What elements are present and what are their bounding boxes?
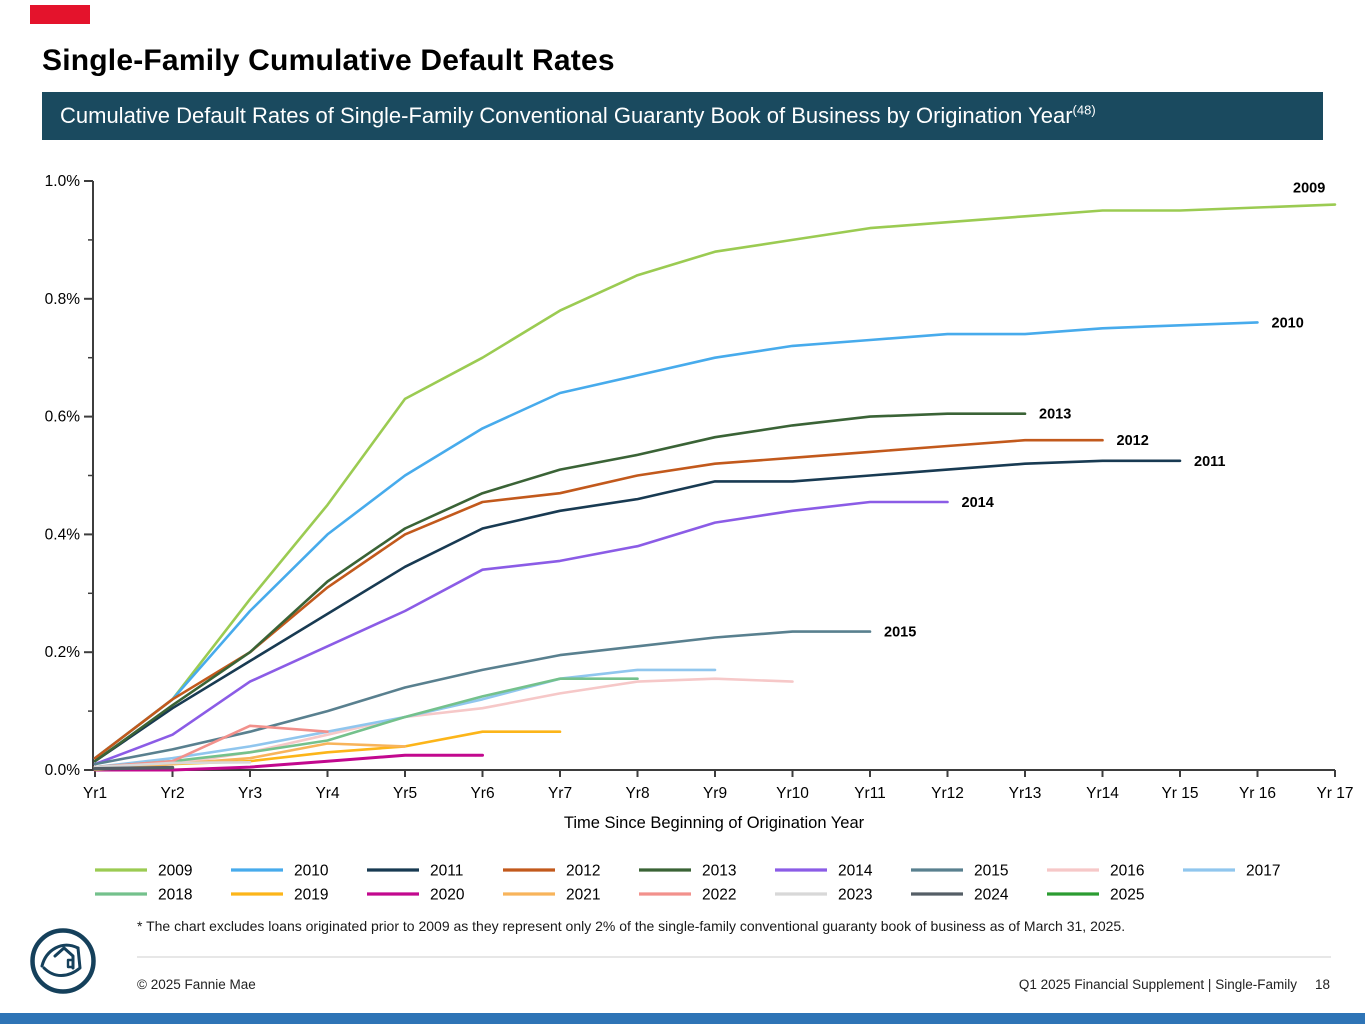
legend-label-2018: 2018 [158,887,192,904]
legend-label-2019: 2019 [294,887,328,904]
legend-item-2013: 2013 [639,863,736,880]
top-left-red-accent [30,5,90,24]
y-tick-label: 0.6% [45,409,81,426]
chart-title-text: Cumulative Default Rates of Single-Famil… [60,103,1096,129]
legend-label-2021: 2021 [566,887,600,904]
legend-item-2022: 2022 [639,887,736,904]
series-line-2023 [93,760,252,769]
series-line-2009 [93,203,1337,760]
x-tick-label: Yr9 [703,785,727,802]
x-tick-label: Yr2 [160,785,184,802]
x-tick-label: Yr4 [315,785,340,802]
legend-item-2024: 2024 [911,887,1009,904]
series-label-2011: 2011 [1194,454,1225,470]
x-tick-label: Yr7 [548,785,572,802]
legend-item-2015: 2015 [911,863,1008,880]
y-tick-label: 0.8% [45,291,81,308]
house-icon [40,943,82,977]
x-tick-label: Yr8 [625,785,649,802]
series-line-2013 [93,412,1027,763]
legend-item-2009: 2009 [95,863,192,880]
legend-label-2016: 2016 [1110,863,1144,880]
legend-item-2020: 2020 [367,887,465,904]
chart-title-main: Cumulative Default Rates of Single-Famil… [60,103,1073,128]
x-axis-title: Time Since Beginning of Origination Year [564,814,865,832]
series-line-2011 [93,459,1182,763]
series-label-2015: 2015 [884,625,916,641]
chart-title-banner: Cumulative Default Rates of Single-Famil… [42,92,1323,140]
copyright-text: © 2025 Fannie Mae [137,977,256,992]
document-title-text: Q1 2025 Financial Supplement | Single-Fa… [1018,977,1297,992]
x-tick-label: Yr5 [393,785,417,802]
legend-label-2022: 2022 [702,887,736,904]
series-line-2016 [93,677,794,769]
legend-label-2009: 2009 [158,863,192,880]
legend-item-2023: 2023 [775,887,872,904]
series-label-2014: 2014 [962,495,994,511]
footer-divider [137,956,1331,958]
x-tick-label: Yr10 [776,785,809,802]
x-tick-label: Yr3 [238,785,262,802]
legend-item-2016: 2016 [1047,863,1144,880]
legend-label-2020: 2020 [430,887,465,904]
legend-label-2012: 2012 [566,863,600,880]
series-label-2010: 2010 [1272,315,1304,331]
y-tick-label: 0.4% [45,526,81,543]
x-tick-label: Yr14 [1086,785,1119,802]
series-line-2018 [93,677,639,769]
page-title: Single-Family Cumulative Default Rates [42,44,615,77]
series-line-2012 [93,438,1104,760]
legend-label-2025: 2025 [1110,887,1144,904]
legend-item-2019: 2019 [231,887,328,904]
x-tick-label: Yr6 [470,785,494,802]
legend-item-2021: 2021 [503,887,600,904]
x-tick-label: Yr 15 [1161,785,1198,802]
series-line-2010 [93,321,1259,760]
y-tick-label: 0.2% [45,644,81,661]
legend-label-2015: 2015 [974,863,1008,880]
legend-item-2017: 2017 [1183,863,1280,880]
legend-label-2024: 2024 [974,887,1009,904]
legend-item-2010: 2010 [231,863,329,880]
x-tick-label: Yr13 [1009,785,1042,802]
x-tick-label: Yr12 [931,785,964,802]
legend-label-2017: 2017 [1246,863,1280,880]
footer-right: Q1 2025 Financial Supplement | Single-Fa… [1019,977,1330,992]
legend-label-2014: 2014 [838,863,873,880]
y-tick-label: 0.0% [45,762,81,779]
series-line-2014 [93,500,949,766]
series-line-2021 [93,742,407,772]
fannie-mae-logo [30,928,96,994]
legend-item-2011: 2011 [367,863,463,880]
legend-label-2010: 2010 [294,863,329,880]
series-label-2013: 2013 [1039,407,1071,423]
x-tick-label: Yr1 [83,785,107,802]
legend-item-2012: 2012 [503,863,600,880]
logo-circle [30,928,96,994]
x-tick-label: Yr 16 [1239,785,1276,802]
series-line-2020 [93,753,484,772]
legend-item-2025: 2025 [1047,887,1144,904]
bottom-blue-bar [0,1013,1365,1024]
y-tick-label: 1.0% [45,173,81,190]
series-label-2012: 2012 [1117,433,1149,449]
legend-item-2018: 2018 [95,887,192,904]
chart-footnote: * The chart excludes loans originated pr… [137,918,1126,934]
chart-title-footnote-ref: (48) [1072,102,1096,118]
legend-label-2011: 2011 [430,863,463,880]
x-tick-label: Yr11 [854,785,886,802]
page-number: 18 [1314,977,1330,992]
x-tick-label: Yr 17 [1316,785,1353,802]
legend-label-2013: 2013 [702,863,736,880]
series-line-2024 [93,765,175,771]
series-label-2009: 2009 [1293,181,1325,197]
legend-item-2014: 2014 [775,863,873,880]
legend-label-2023: 2023 [838,887,872,904]
